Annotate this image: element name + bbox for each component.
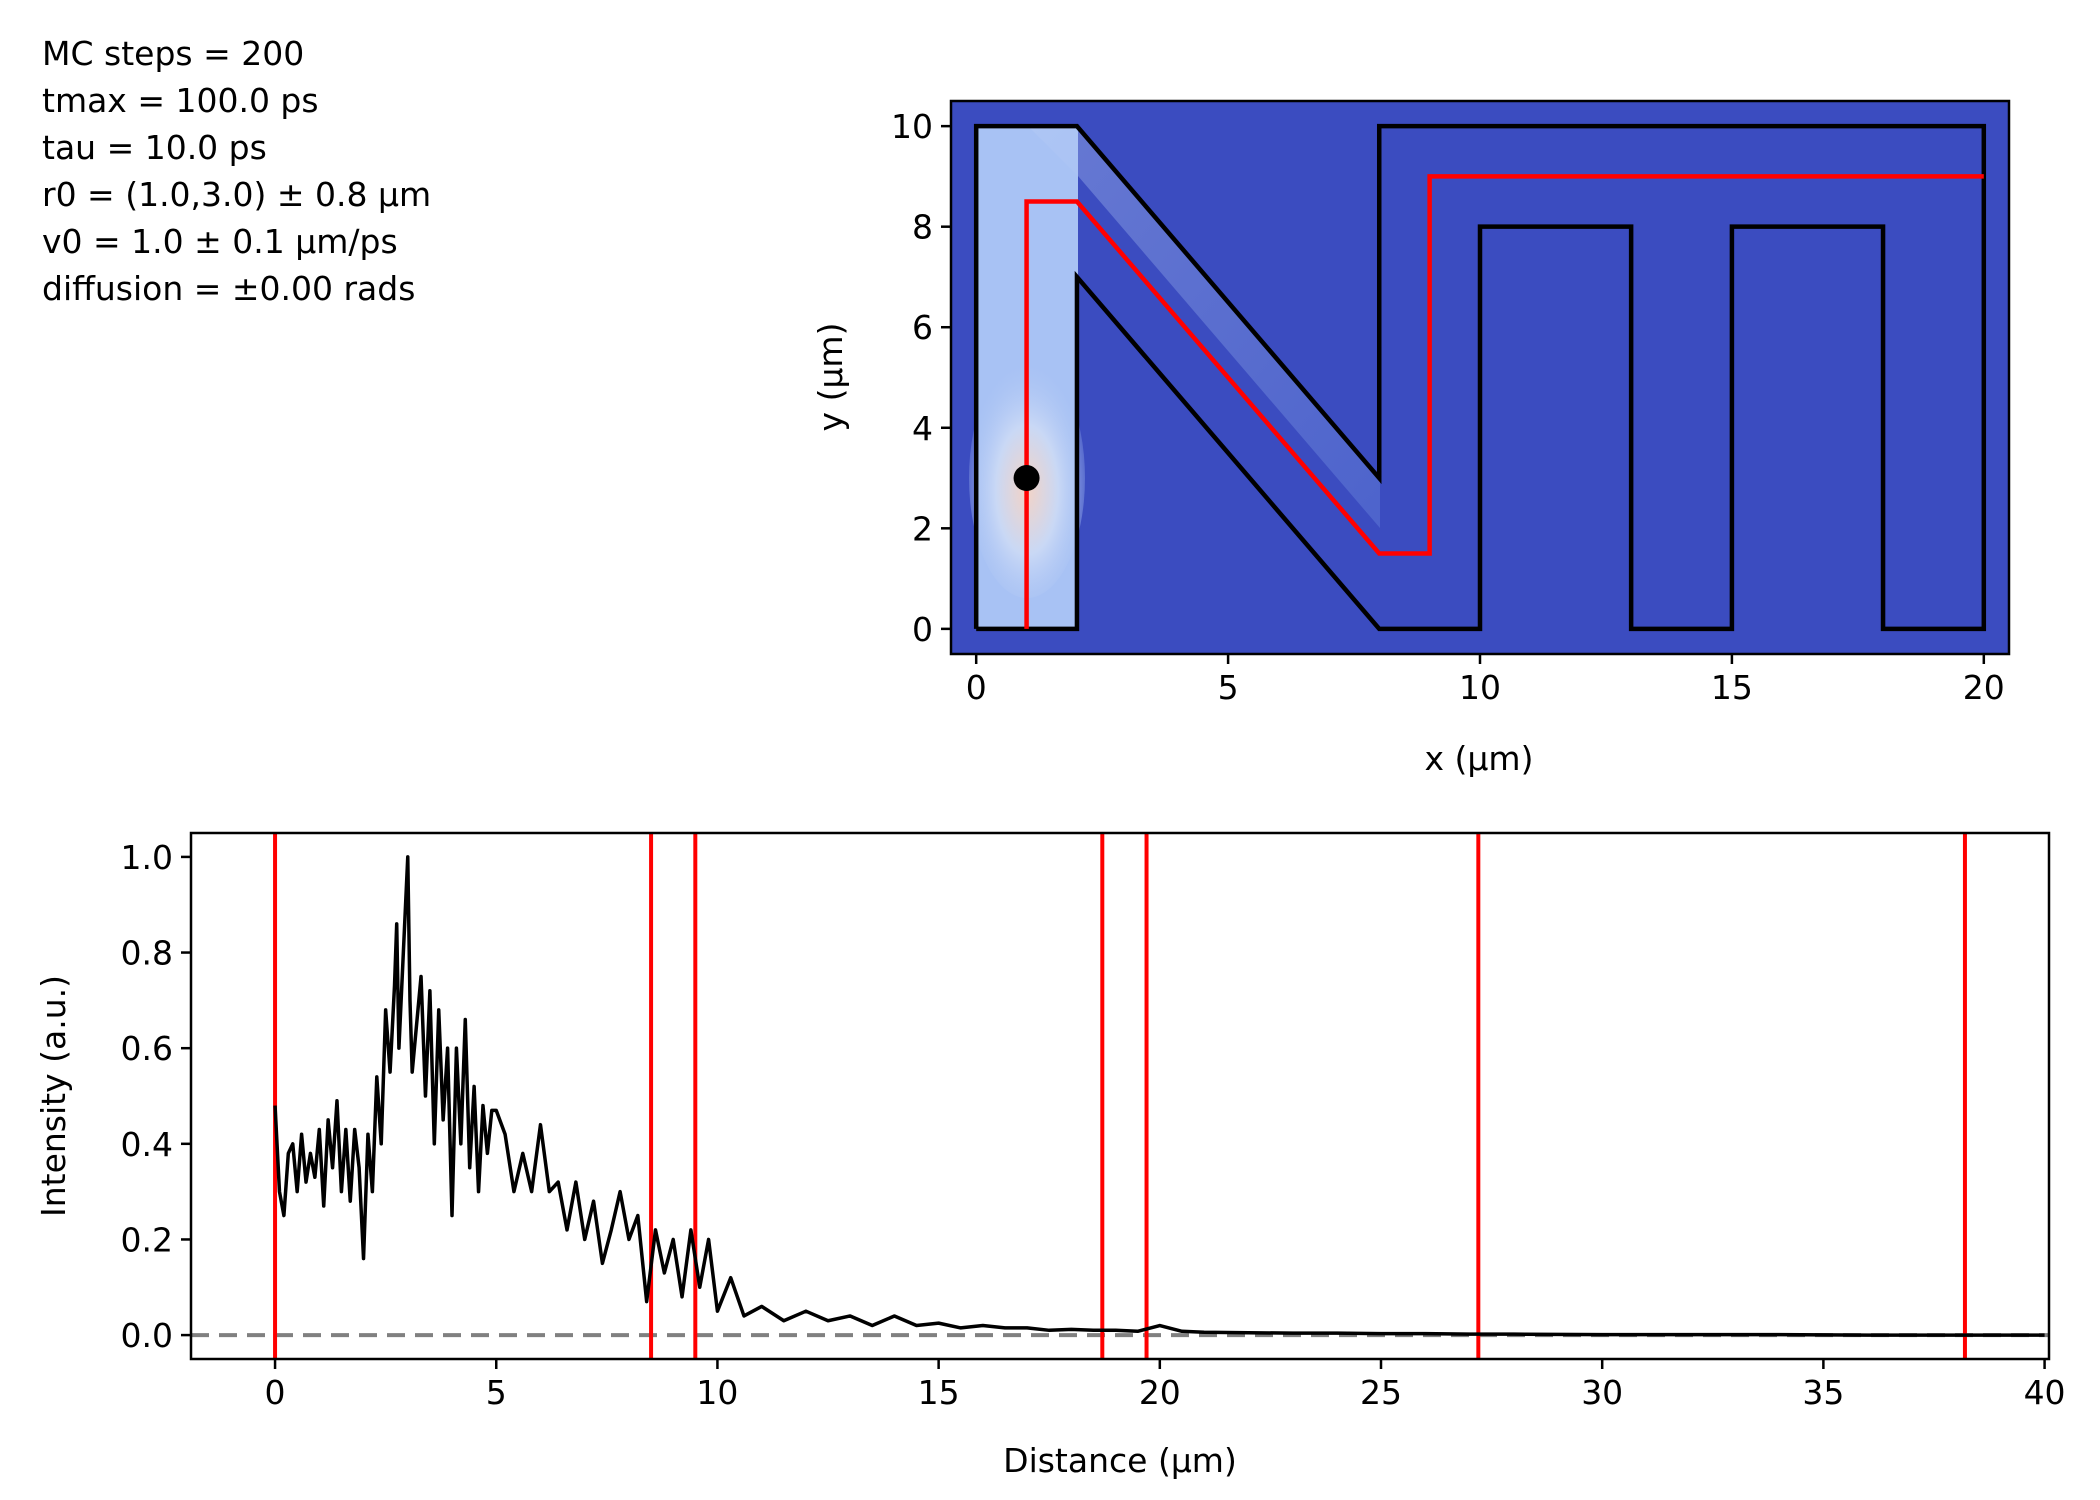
map-y-label: y (μm) — [811, 323, 850, 432]
intensity-x-tick-label: 10 — [696, 1373, 738, 1412]
map-y-tick-label: 4 — [912, 409, 933, 448]
map-x-tick-label: 5 — [1218, 668, 1239, 707]
param-diffusion: diffusion = ±0.00 rads — [42, 269, 416, 308]
intensity-y-tick-label: 0.6 — [121, 1029, 173, 1068]
map-x-tick-label: 20 — [1963, 668, 2005, 707]
channel-centerline — [1024, 174, 1984, 629]
plot-area — [191, 833, 2049, 1359]
map-panel: 0 5 10 15 20 0 2 4 6 8 10 x (μm) y (μm) — [811, 99, 2011, 778]
intensity-x-tick-label: 20 — [1139, 1373, 1181, 1412]
plot-frame — [189, 831, 2051, 1361]
channel-outline — [973, 123, 1987, 632]
map-y-tick-label: 8 — [912, 208, 933, 247]
intensity-y-label: Intensity (a.u.) — [34, 975, 73, 1217]
map-y-tick-label: 2 — [912, 509, 933, 548]
intensity-x-tick-label: 30 — [1581, 1373, 1623, 1412]
intensity-y-tick-label: 0.8 — [121, 934, 173, 973]
intensity-y-tick-label: 0.2 — [121, 1220, 173, 1259]
start-point-marker — [1013, 465, 1040, 492]
intensity-x-tick-label: 0 — [265, 1373, 286, 1412]
param-mc-steps: MC steps = 200 — [42, 34, 305, 73]
intensity-x-tick-label: 40 — [2024, 1373, 2066, 1412]
map-frame — [949, 99, 2011, 656]
param-v0: v0 = 1.0 ± 0.1 μm/ps — [42, 222, 398, 261]
map-axes: 0 5 10 15 20 0 2 4 6 8 10 — [891, 107, 2005, 707]
param-tmax: tmax = 100.0 ps — [42, 81, 319, 120]
intensity-y-tick-label: 1.0 — [121, 838, 173, 877]
simulation-parameters: MC steps = 200 tmax = 100.0 ps tau = 10.… — [42, 30, 431, 312]
intensity-y-tick-label: 0.4 — [121, 1125, 173, 1164]
intensity-x-tick-label: 35 — [1802, 1373, 1844, 1412]
param-tau: tau = 10.0 ps — [42, 128, 267, 167]
intensity-series-line — [273, 855, 2045, 1337]
intensity-panel: 0 5 10 15 20 25 30 35 40 0.0 0.2 0.4 0.6 0.8 1.0 Dista… — [34, 831, 2066, 1480]
map-x-label: x (μm) — [1425, 739, 1534, 778]
map-x-tick-label: 10 — [1459, 668, 1501, 707]
intensity-x-tick-label: 25 — [1360, 1373, 1402, 1412]
map-x-tick-label: 15 — [1711, 668, 1753, 707]
param-r0: r0 = (1.0,3.0) ± 0.8 μm — [42, 175, 432, 214]
map-y-tick-label: 10 — [891, 107, 933, 146]
map-y-tick-label: 0 — [912, 610, 933, 649]
intensity-x-label: Distance (μm) — [1003, 1441, 1237, 1480]
intensity-x-tick-label: 15 — [918, 1373, 960, 1412]
intensity-x-tick-label: 5 — [486, 1373, 507, 1412]
map-y-tick-label: 6 — [912, 308, 933, 347]
intensity-axes: 0 5 10 15 20 25 30 35 40 0.0 0.2 0.4 0.6 0.8 1.0 — [121, 838, 2066, 1412]
intensity-y-tick-label: 0.0 — [121, 1316, 173, 1355]
map-x-tick-label: 0 — [966, 668, 987, 707]
